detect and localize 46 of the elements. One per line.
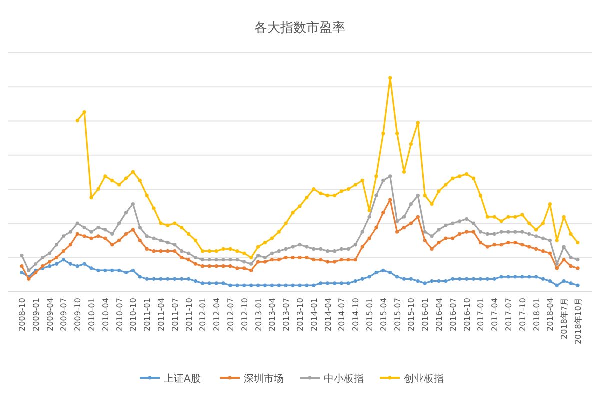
x-tick-label: 2016-04 [435,298,444,332]
legend-label: 深圳市场 [244,373,284,385]
legend-label: 中小板指 [324,373,364,385]
x-tick-label: 2011-07 [170,298,180,332]
x-tick-label: 2018年10月 [574,298,583,345]
x-tick-label: 2010-07 [115,298,124,332]
x-tick-label: 2009-07 [60,298,69,332]
x-tick-label: 2017-04 [490,298,500,332]
legend-label: 创业板指 [404,373,444,385]
x-tick-label: 2008-10 [18,298,27,332]
legend-label: 上证A股 [164,373,201,385]
x-tick-label: 2018年7月 [560,298,570,340]
x-tick-label: 2011-04 [157,298,166,332]
x-tick-label: 2010-10 [129,298,138,332]
x-tick-label: 2015-07 [393,298,402,332]
x-tick-label: 2013-01 [254,298,264,332]
x-tick-label: 2009-10 [74,298,83,332]
x-tick-label: 2014-10 [352,298,361,332]
x-tick-label: 2018-01 [532,298,542,332]
x-tick-label: 2016-07 [448,298,458,332]
x-tick-label: 2012-04 [212,298,222,332]
x-tick-label: 2015-10 [407,298,416,332]
x-tick-label: 2018-04 [546,298,556,332]
chart-title: 各大指数市盈率 [254,20,346,36]
x-tick-label: 2015-01 [366,298,374,332]
x-tick-label: 2016-10 [462,298,472,332]
x-tick-label: 2014-04 [324,298,333,332]
x-tick-label: 2012-10 [240,298,250,332]
x-tick-label: 2012-07 [226,298,236,332]
x-tick-label: 2009-04 [46,298,55,332]
x-tick-label: 2016-01 [421,298,430,332]
x-tick-label: 2013-07 [282,298,292,332]
x-tick-label: 2017-01 [476,298,486,332]
x-tick-label: 2011-01 [143,298,152,332]
x-tick-label: 2013-10 [296,298,305,332]
x-tick-label: 2012-01 [198,298,208,332]
x-tick-label: 2017-10 [518,298,528,332]
x-tick-label: 2015-04 [379,298,388,332]
x-tick-label: 2013-04 [268,298,278,332]
x-tick-label: 2014-01 [310,298,319,332]
x-tick-label: 2009-01 [32,298,41,332]
x-tick-label: 2011-10 [184,298,194,332]
x-tick-label: 2010-04 [101,298,110,332]
x-tick-label: 2010-01 [88,298,96,332]
x-tick-label: 2017-07 [504,298,514,332]
x-tick-label: 2014-07 [338,298,347,332]
